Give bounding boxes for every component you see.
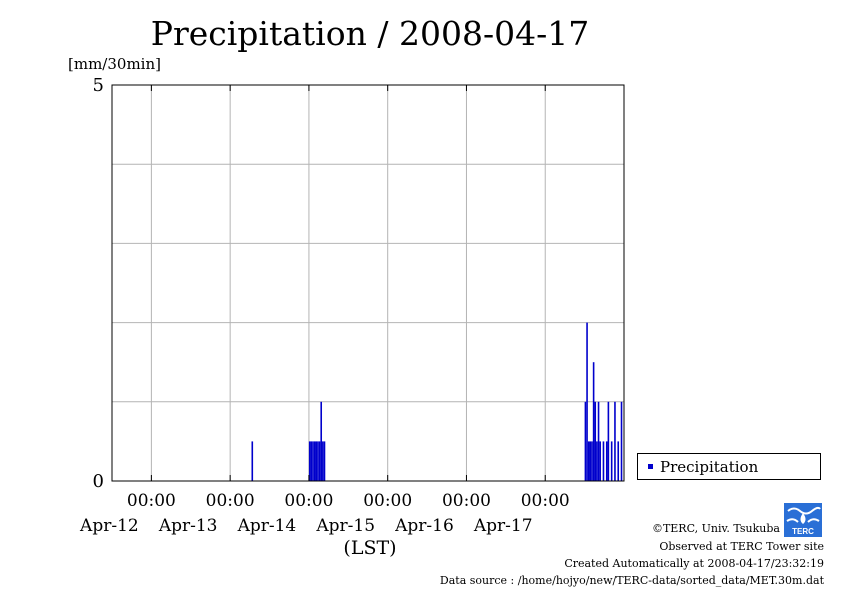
x-tick-time-label: 00:00 [363,491,412,511]
precipitation-bar [318,441,321,481]
grid [112,85,624,481]
x-tick-time-label: 00:00 [521,491,570,511]
precipitation-bar [310,441,313,481]
terc-logo-icon: TERC [784,503,822,537]
x-tick-time-label: 00:00 [206,491,255,511]
precipitation-bar [312,441,314,481]
precipitation-bar [323,441,326,481]
precipitation-bar [313,441,316,481]
ticks [112,84,625,482]
copyright-text: ©TERC, Univ. Tsukuba [651,522,780,535]
precipitation-bar [596,441,598,481]
precipitation-bar [599,441,601,481]
x-tick-date-label: Apr-16 [394,516,454,536]
legend-label: Precipitation [660,458,759,476]
precipitation-bar [586,322,588,481]
precipitation-bar [315,441,318,481]
created-timestamp: Created Automatically at 2008-04-17/23:3… [564,557,824,570]
x-tick-date-label: Apr-14 [237,516,297,536]
precipitation-bar [308,441,311,481]
precipitation-bar [592,362,595,481]
x-tick-date-label: Apr-12 [79,516,139,536]
observed-site-text: Observed at TERC Tower site [659,540,824,553]
precipitation-bar [591,441,593,481]
precipitation-bar [589,441,592,481]
x-tick-date-label: Apr-13 [158,516,218,536]
precipitation-bar [597,401,600,481]
precipitation-bar [594,401,597,481]
precipitation-bar [620,401,623,481]
precipitation-bar [317,441,319,481]
precipitation-bar [617,441,620,481]
precipitation-bar [584,401,587,481]
chart-title: Precipitation / 2008-04-17 [150,14,590,53]
precipitation-bar [322,441,324,481]
precipitation-bar [607,401,610,481]
y-tick-label: 5 [93,75,104,96]
data-source-path: Data source : /home/hojyo/new/TERC-data/… [439,574,824,587]
x-tick-time-label: 00:00 [442,491,491,511]
x-tick-time-label: 00:00 [284,491,333,511]
precipitation-bar [251,441,254,481]
plot-frame [111,84,625,482]
svg-text:TERC: TERC [792,527,814,536]
x-tick-date-label: Apr-17 [473,516,533,536]
y-tick-label: 0 [93,471,104,492]
tick-labels: 00:00 Apr-12 00:00 Apr-13 00:00 Apr-14 00:00 Ap… [79,75,570,536]
legend: Precipitation [637,453,821,480]
y-axis-unit: [mm/30min] [68,55,161,73]
precipitation-bar [610,441,613,481]
x-axis-label: (LST) [343,537,397,559]
precipitation-bar [605,441,608,481]
x-tick-time-label: 00:00 [127,491,176,511]
x-tick-date-label: Apr-15 [315,516,375,536]
precipitation-bar [320,401,323,481]
precipitation-bar [614,401,616,481]
legend-swatch [648,464,653,469]
precipitation-bar [587,441,590,481]
precipitation-bar [602,441,605,481]
